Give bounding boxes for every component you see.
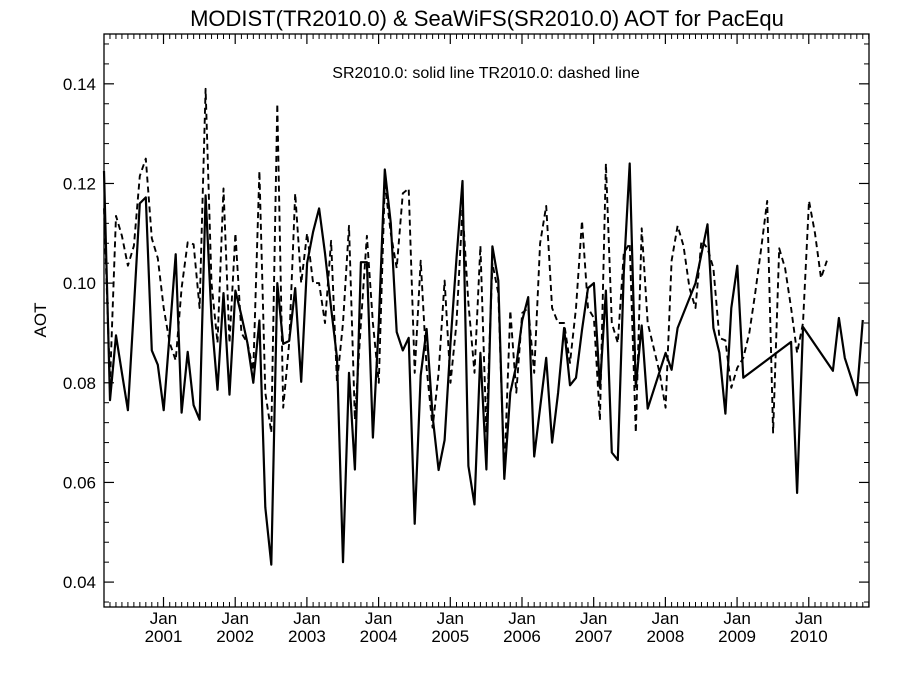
x-tick-label-year: 2006: [503, 627, 541, 646]
x-tick-label-year: 2002: [216, 627, 254, 646]
x-tick-label-year: 2009: [718, 627, 756, 646]
x-tick-label-year: 2005: [431, 627, 469, 646]
line-style-legend: SR2010.0: solid line TR2010.0: dashed li…: [332, 65, 640, 82]
x-tick-label-month: Jan: [508, 609, 535, 628]
series-line-sr2010-0: [102, 162, 864, 566]
y-tick-label: 0.04: [63, 573, 96, 592]
x-tick-label-year: 2004: [360, 627, 398, 646]
x-tick-label-month: Jan: [437, 609, 464, 628]
y-tick-label: 0.12: [63, 174, 96, 193]
plot-area: 0.040.060.080.100.120.14Jan2001Jan2002Ja…: [63, 33, 870, 646]
x-tick-label-month: Jan: [293, 609, 320, 628]
x-tick-label-year: 2008: [646, 627, 684, 646]
y-axis-label: AOT: [31, 303, 50, 338]
x-tick-label-year: 2010: [790, 627, 828, 646]
x-tick-label-month: Jan: [795, 609, 822, 628]
x-tick-label-month: Jan: [652, 609, 679, 628]
x-tick-label-month: Jan: [221, 609, 248, 628]
x-tick-label-year: 2001: [145, 627, 183, 646]
x-tick-label-month: Jan: [365, 609, 392, 628]
x-tick-label-month: Jan: [723, 609, 750, 628]
y-tick-label: 0.06: [63, 473, 96, 492]
x-tick-label-month: Jan: [150, 609, 177, 628]
x-tick-label-year: 2003: [288, 627, 326, 646]
y-tick-label: 0.14: [63, 75, 96, 94]
x-tick-label-year: 2007: [575, 627, 613, 646]
chart-title: MODIST(TR2010.0) & SeaWiFS(SR2010.0) AOT…: [190, 6, 784, 31]
x-tick-label-month: Jan: [580, 609, 607, 628]
y-tick-label: 0.10: [63, 274, 96, 293]
series-line-tr2010-0: [103, 87, 828, 474]
y-tick-label: 0.08: [63, 374, 96, 393]
